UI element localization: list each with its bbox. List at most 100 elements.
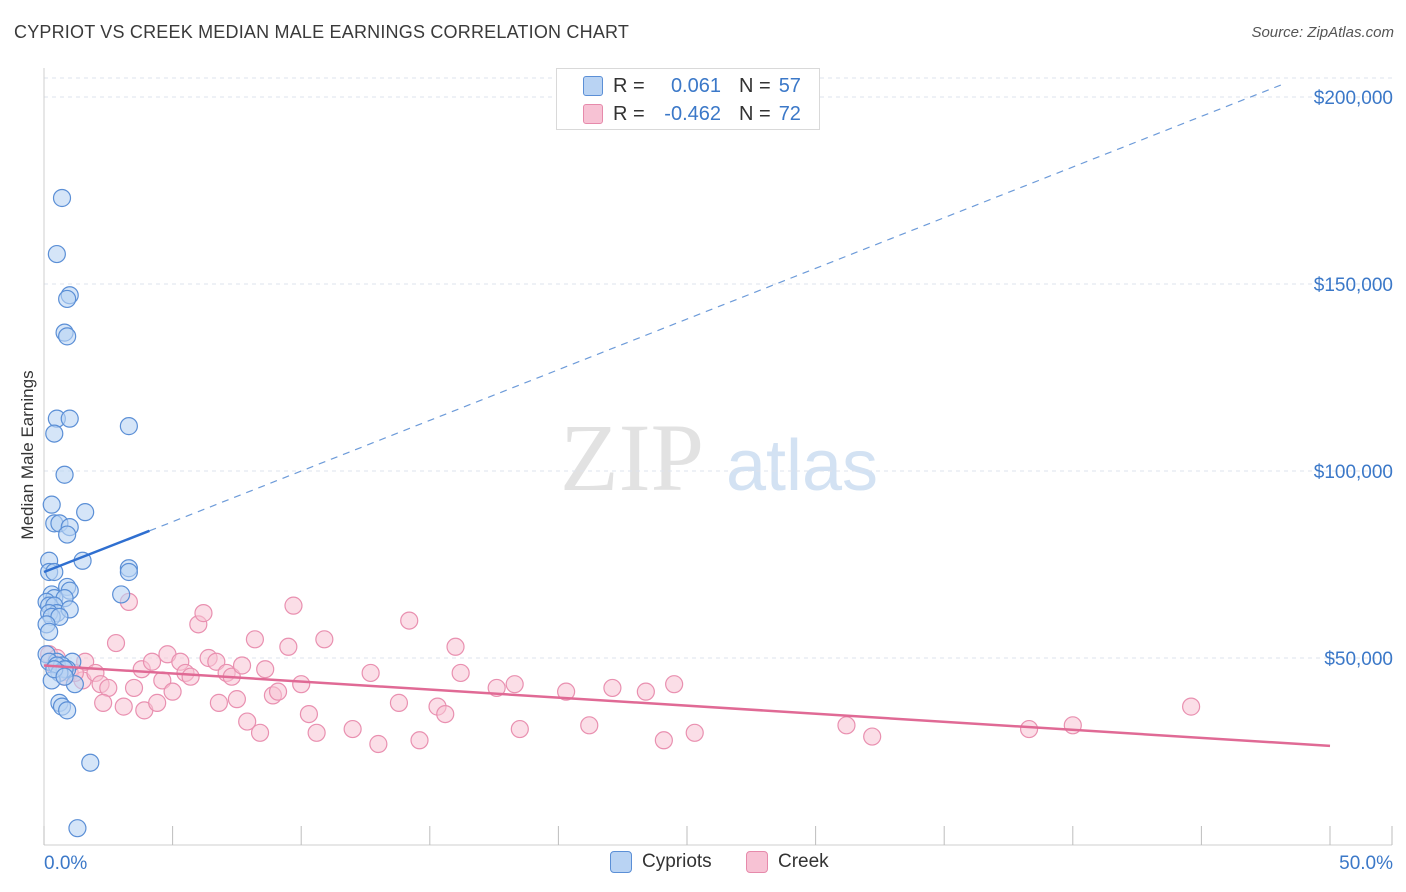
creek-point bbox=[148, 693, 167, 712]
creek-point bbox=[343, 719, 362, 739]
watermark-zip: ZIP bbox=[560, 404, 704, 511]
creek-point bbox=[451, 663, 470, 683]
creek-point bbox=[124, 678, 144, 698]
x-tick-label-max: 50.0% bbox=[1339, 853, 1393, 874]
cypriots-point bbox=[68, 819, 87, 838]
creek-point bbox=[361, 663, 380, 683]
creek-point bbox=[487, 678, 506, 698]
cypriots-trend-line bbox=[43, 529, 150, 574]
creek-point bbox=[685, 723, 704, 742]
creek-point bbox=[510, 719, 529, 739]
legend-n-label: N = bbox=[739, 74, 771, 97]
creek-point bbox=[292, 675, 311, 694]
cypriots-points bbox=[37, 188, 138, 838]
creek-point bbox=[106, 633, 126, 653]
cypriots-point bbox=[76, 503, 95, 522]
creek-point bbox=[436, 704, 455, 724]
bottom-legend-label: Creek bbox=[778, 851, 829, 872]
legend-n-value: 72 bbox=[778, 102, 801, 125]
creek-point bbox=[837, 716, 856, 735]
creek-point bbox=[580, 716, 599, 735]
creek-point bbox=[505, 675, 524, 694]
creek-points bbox=[40, 592, 1201, 754]
creek-point bbox=[250, 723, 270, 742]
cypriots-point bbox=[40, 622, 59, 641]
bottom-legend-swatch-pink bbox=[746, 851, 768, 873]
creek-point bbox=[369, 734, 388, 754]
source-label: Source: ZipAtlas.com bbox=[1251, 24, 1394, 41]
cypriots-point bbox=[60, 409, 79, 428]
watermark-atlas: atlas bbox=[726, 426, 878, 506]
creek-trend-line bbox=[43, 664, 1331, 748]
creek-point bbox=[227, 690, 246, 709]
creek-point bbox=[284, 596, 303, 615]
legend-row-creek: R = -0.462 N = 72 bbox=[583, 101, 801, 127]
cypriots-point bbox=[55, 667, 74, 686]
creek-point bbox=[245, 630, 265, 649]
creek-point bbox=[863, 727, 882, 746]
legend-r-label: R = bbox=[613, 102, 645, 125]
cypriots-point bbox=[58, 289, 77, 309]
creek-point bbox=[410, 731, 429, 750]
creek-point bbox=[654, 731, 673, 750]
creek-point bbox=[232, 656, 252, 675]
creek-point bbox=[209, 693, 228, 712]
y-tick-label: $150,000 bbox=[1314, 275, 1393, 296]
creek-point bbox=[207, 652, 226, 671]
creek-point bbox=[1182, 697, 1201, 716]
cypriots-point bbox=[119, 562, 138, 582]
cypriots-point bbox=[81, 753, 100, 772]
creek-point bbox=[163, 682, 182, 701]
legend-swatch-pink bbox=[583, 104, 603, 124]
bottom-legend-creek: Creek bbox=[746, 851, 829, 873]
creek-point bbox=[94, 693, 113, 712]
chart-title: CYPRIOT VS CREEK MEDIAN MALE EARNINGS CO… bbox=[14, 22, 630, 42]
bottom-legend-swatch-blue bbox=[610, 851, 632, 873]
creek-point bbox=[268, 682, 288, 701]
creek-point bbox=[114, 697, 133, 716]
watermark: ZIP atlas bbox=[560, 404, 878, 511]
x-tick-label-min: 0.0% bbox=[44, 853, 87, 874]
cypriots-point bbox=[119, 417, 138, 436]
legend-r-value: 0.061 bbox=[670, 74, 721, 97]
cypriots-point bbox=[58, 327, 77, 346]
creek-point bbox=[194, 604, 213, 623]
creek-point bbox=[299, 704, 319, 724]
creek-point bbox=[142, 652, 162, 671]
creek-point bbox=[238, 712, 257, 731]
y-tick-label: $200,000 bbox=[1314, 88, 1393, 109]
creek-point bbox=[665, 675, 684, 694]
cypriots-point bbox=[42, 495, 61, 514]
tick-labels: $50,000 $100,000 $150,000 $200,000 0.0% 50.0% bbox=[44, 88, 1393, 874]
creek-point bbox=[603, 678, 622, 698]
legend-n-value: 57 bbox=[778, 74, 801, 97]
creek-point bbox=[279, 637, 298, 656]
cypriots-point bbox=[52, 188, 72, 208]
bottom-legend-cypriots: Cypriots bbox=[610, 851, 712, 873]
legend-r-label: R = bbox=[613, 74, 645, 97]
legend-r-value: -0.462 bbox=[664, 102, 721, 125]
correlation-legend: R = 0.061 N = 57 R = -0.462 N = 72 bbox=[556, 68, 820, 130]
legend-swatch-blue bbox=[583, 76, 603, 96]
y-tick-label: $50,000 bbox=[1324, 649, 1393, 670]
cypriots-point bbox=[58, 701, 77, 720]
cypriots-point bbox=[45, 424, 64, 443]
creek-point bbox=[307, 723, 326, 742]
creek-point bbox=[181, 667, 200, 686]
y-tick-label: $100,000 bbox=[1314, 462, 1393, 483]
creek-point bbox=[636, 682, 655, 701]
creek-point bbox=[400, 611, 419, 630]
bottom-legend-label: Cypriots bbox=[642, 851, 712, 872]
creek-point bbox=[256, 660, 275, 679]
creek-point bbox=[315, 630, 334, 649]
creek-point bbox=[1019, 719, 1039, 739]
creek-point bbox=[389, 693, 409, 712]
creek-point bbox=[557, 682, 576, 701]
legend-n-label: N = bbox=[739, 102, 771, 125]
cypriots-trend-extension bbox=[149, 83, 1284, 532]
cypriots-point bbox=[58, 525, 77, 544]
axes bbox=[43, 68, 1393, 846]
trend-lines bbox=[43, 83, 1331, 748]
cypriots-point bbox=[47, 244, 66, 264]
